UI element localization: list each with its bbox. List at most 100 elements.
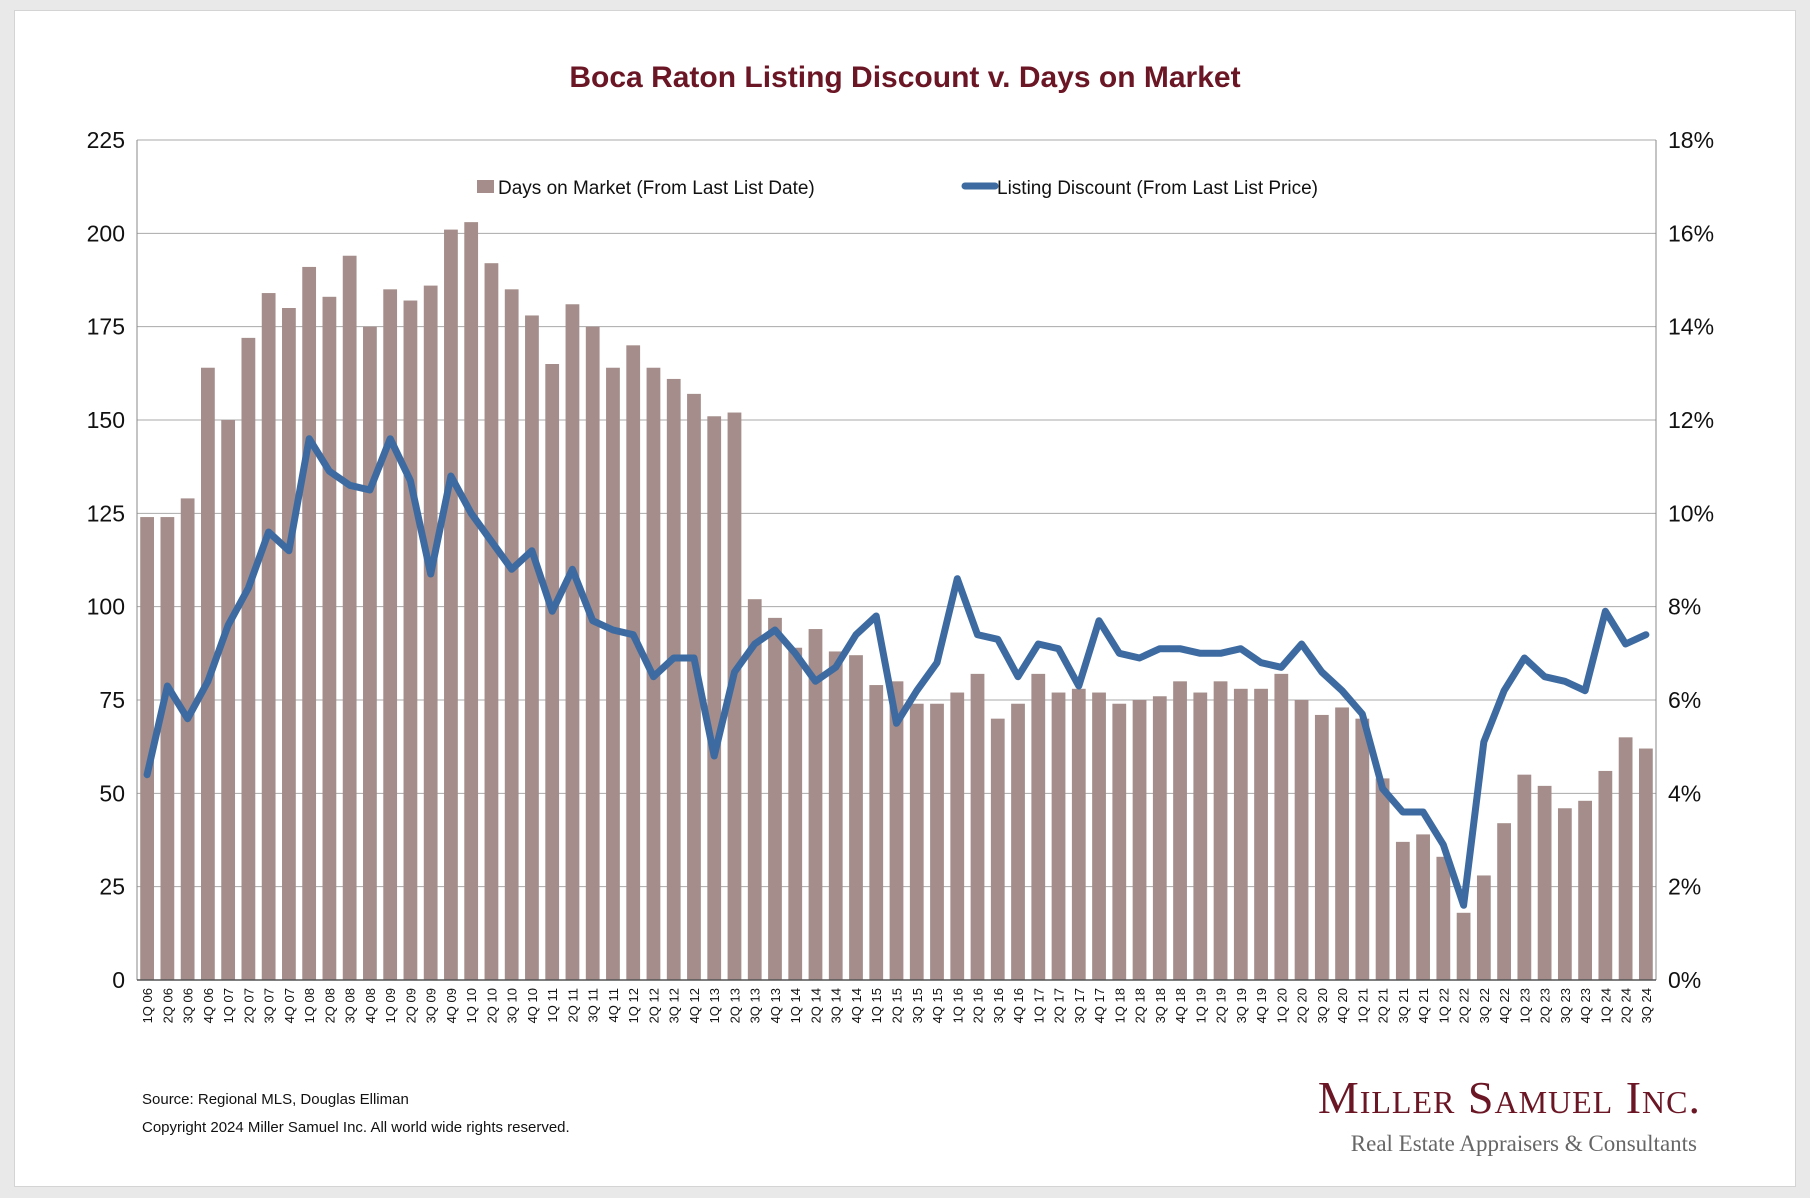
x-tick-label: 2Q 07: [241, 988, 256, 1023]
line-series: [143, 435, 1650, 909]
legend-line-label: Listing Discount (From Last List Price): [997, 178, 1318, 199]
bar: [1335, 707, 1349, 980]
bar: [1476, 875, 1491, 980]
x-tick-label: 4Q 06: [201, 988, 216, 1023]
bar: [1112, 703, 1127, 980]
x-tick-label: 2Q 22: [1457, 988, 1472, 1023]
x-tick-label: 2Q 19: [1214, 988, 1229, 1023]
bar: [990, 718, 1005, 980]
x-tick-label: 3Q 09: [424, 988, 439, 1023]
x-tick-label: 1Q 08: [302, 988, 317, 1023]
bar: [1598, 770, 1613, 980]
brand-logo-name: Miller Samuel Inc.: [1317, 1072, 1701, 1123]
x-tick-label: 1Q 15: [869, 988, 884, 1023]
bar: [180, 498, 195, 980]
bar: [1375, 778, 1390, 980]
bar-series: [140, 222, 1653, 981]
bar: [747, 599, 762, 980]
bar: [241, 337, 256, 980]
x-tick-label: 3Q 16: [991, 988, 1006, 1023]
x-tick-label: 1Q 23: [1517, 988, 1532, 1023]
bar: [363, 326, 377, 981]
x-tick-label: 3Q 14: [829, 988, 844, 1023]
bar: [1294, 700, 1309, 980]
bar: [1173, 681, 1187, 980]
bar: [1578, 800, 1592, 980]
y-left-tick-label: 0: [112, 967, 125, 993]
y-right-tick-label: 18%: [1668, 127, 1714, 153]
bar: [1274, 673, 1289, 980]
x-tick-label: 1Q 16: [950, 988, 965, 1023]
copyright-note: Copyright 2024 Miller Samuel Inc. All wo…: [142, 1119, 570, 1136]
y-left-tick-label: 125: [87, 500, 125, 526]
x-tick-label: 2Q 12: [646, 988, 661, 1023]
y-left-tick-label: 175: [87, 314, 125, 340]
bar: [525, 315, 539, 980]
y-right-tick-label: 8%: [1668, 594, 1701, 620]
x-tick-label: 4Q 11: [606, 988, 621, 1022]
bar: [1395, 841, 1410, 980]
x-tick-label: 4Q 18: [1173, 988, 1188, 1023]
x-tick-label: 1Q 07: [221, 988, 236, 1023]
bar: [1537, 785, 1552, 980]
x-tick-label: 4Q 10: [525, 988, 540, 1023]
bar: [1092, 692, 1106, 980]
x-tick-label: 1Q 09: [383, 988, 398, 1023]
x-tick-label: 1Q 14: [788, 988, 803, 1023]
bar: [1071, 688, 1086, 980]
x-tick-label: 3Q 23: [1558, 988, 1573, 1023]
bar: [423, 285, 438, 981]
chart-canvas: Boca Raton Listing Discount v. Days on M…: [87, 61, 1714, 1023]
axes: 0 25 50 75 100 125 150 175 200 225 0% 2% 4% 6% 8% 10% 12…: [87, 127, 1714, 1023]
y-right-tick-label: 6%: [1668, 687, 1701, 713]
bar: [282, 308, 296, 980]
bar: [585, 326, 600, 981]
bar: [1436, 856, 1451, 980]
bar: [1152, 696, 1167, 980]
bar: [1416, 834, 1430, 980]
bar: [1355, 718, 1370, 980]
bar: [1497, 823, 1511, 980]
bar: [808, 629, 823, 980]
x-tick-label: 1Q 06: [140, 988, 155, 1023]
y-right-tick-label: 0%: [1668, 967, 1701, 993]
bar: [464, 222, 479, 981]
y-left-tick-label: 100: [87, 594, 125, 620]
source-note: Source: Regional MLS, Douglas Elliman: [142, 1091, 409, 1108]
x-tick-label: 3Q 13: [748, 988, 763, 1023]
x-tick-label: 1Q 22: [1436, 988, 1451, 1023]
bar: [666, 378, 681, 980]
y-left-tick-label: 75: [99, 687, 125, 713]
bar: [909, 703, 924, 980]
bar: [1011, 703, 1025, 980]
y-left-tick-label: 150: [87, 407, 125, 433]
x-tick-label: 2Q 23: [1538, 988, 1553, 1023]
y-left-tick-label: 50: [99, 780, 125, 806]
x-tick-label: 1Q 10: [464, 988, 479, 1023]
bar: [1031, 673, 1046, 980]
x-tick-label: 2Q 18: [1133, 988, 1148, 1023]
x-tick-label: 2Q 13: [727, 988, 742, 1023]
bar: [1233, 688, 1248, 980]
x-tick-label: 3Q 18: [1153, 988, 1168, 1023]
bar: [322, 296, 337, 980]
x-tick-label: 2Q 20: [1295, 988, 1310, 1023]
x-tick-label: 2Q 11: [565, 988, 580, 1022]
x-tick-label: 4Q 07: [282, 988, 297, 1023]
bar: [1517, 774, 1532, 980]
x-tick-label: 4Q 13: [768, 988, 783, 1023]
x-tick-label: 1Q 21: [1355, 988, 1370, 1023]
x-tick-label: 4Q 16: [1011, 988, 1026, 1023]
x-tick-label: 3Q 10: [505, 988, 520, 1023]
x-tick-label: 3Q 24: [1639, 988, 1654, 1023]
x-tick-label: 2Q 10: [484, 988, 499, 1023]
x-tick-label: 1Q 12: [626, 988, 641, 1023]
y-left-tick-label: 225: [87, 127, 125, 153]
bar: [565, 304, 580, 980]
bar: [1051, 692, 1066, 980]
x-tick-label: 4Q 08: [363, 988, 378, 1023]
legend-bar-swatch: [477, 180, 494, 193]
y-right-tick-label: 10%: [1668, 500, 1714, 526]
x-tick-label: 1Q 17: [1031, 988, 1046, 1023]
bar: [970, 673, 985, 980]
